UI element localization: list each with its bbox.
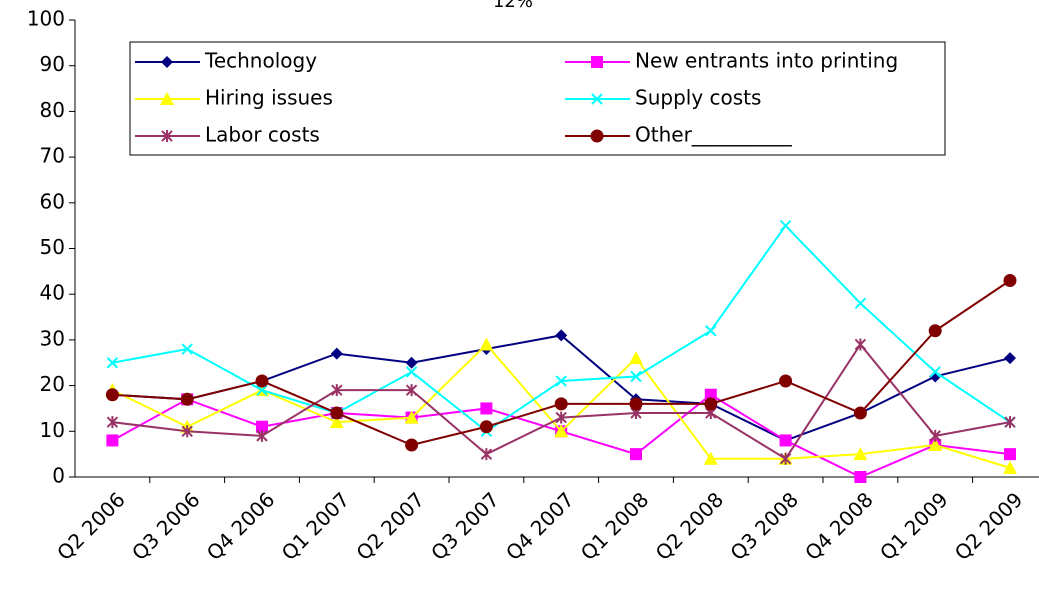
y-tick-label: 50 (40, 235, 65, 259)
x-tick-label: Q3 2006 (127, 487, 205, 565)
marker (161, 130, 173, 142)
legend-label: Supply costs (635, 86, 761, 110)
marker (555, 411, 567, 424)
marker (1004, 448, 1016, 461)
marker (779, 219, 792, 232)
y-tick-label: 70 (40, 144, 65, 168)
marker (256, 384, 268, 396)
marker (629, 351, 643, 365)
legend-label: Other__________ (635, 123, 793, 147)
legend-label: Technology (204, 49, 317, 73)
chart-title: 12% (493, 0, 533, 12)
legend-label: Hiring issues (205, 86, 333, 110)
marker (404, 410, 419, 424)
marker (590, 129, 604, 143)
marker (405, 366, 418, 378)
x-tick-label: Q2 2009 (950, 487, 1028, 565)
x-tick-label: Q2 2008 (651, 487, 729, 565)
marker (929, 366, 941, 378)
y-tick-label: 90 (40, 52, 65, 76)
marker (853, 447, 868, 461)
marker (928, 324, 942, 338)
x-tick-label: Q4 2008 (800, 487, 878, 565)
y-tick-label: 60 (40, 189, 65, 213)
marker (105, 388, 119, 402)
marker (480, 402, 493, 415)
marker (853, 406, 867, 420)
marker (161, 56, 173, 68)
x-tick-label: Q3 2007 (426, 487, 504, 565)
marker (106, 434, 119, 447)
marker (854, 297, 867, 310)
x-tick-label: Q3 2008 (725, 487, 803, 565)
marker (405, 438, 419, 452)
marker (630, 370, 642, 383)
y-tick-label: 80 (40, 98, 65, 122)
marker (256, 429, 268, 442)
marker (554, 397, 568, 411)
marker (854, 338, 867, 351)
marker (928, 438, 943, 452)
y-tick-label: 0 (52, 464, 65, 488)
marker (330, 347, 343, 360)
x-tick-label: Q4 2006 (202, 487, 280, 565)
marker (705, 325, 717, 337)
marker (854, 471, 867, 483)
y-tick-label: 20 (40, 372, 65, 396)
marker (555, 375, 567, 387)
marker (405, 384, 418, 397)
marker (703, 451, 718, 465)
marker (181, 343, 193, 355)
legend-label: New entrants into printing (635, 49, 898, 73)
marker (1003, 273, 1017, 287)
marker (106, 357, 119, 369)
marker (779, 452, 792, 465)
marker (479, 337, 494, 351)
marker (555, 329, 568, 342)
marker (181, 425, 193, 438)
marker (704, 397, 718, 411)
marker (1003, 460, 1017, 474)
x-tick-label: Q4 2007 (501, 487, 579, 565)
y-tick-label: 40 (40, 281, 65, 305)
y-tick-label: 100 (27, 7, 65, 31)
marker (704, 388, 717, 401)
marker (591, 93, 603, 105)
x-tick-label: Q2 2007 (351, 487, 429, 565)
marker (330, 406, 344, 420)
x-tick-label: Q1 2009 (875, 487, 953, 565)
marker (405, 356, 418, 369)
marker (630, 448, 642, 461)
marker (180, 392, 194, 406)
marker (479, 420, 493, 434)
marker (629, 397, 643, 411)
marker (1004, 352, 1016, 365)
marker (554, 424, 569, 438)
x-tick-label: Q2 2006 (52, 487, 130, 565)
marker (779, 374, 793, 388)
marker (779, 434, 792, 447)
marker (591, 56, 603, 68)
y-tick-label: 10 (40, 418, 65, 442)
x-tick-label: Q1 2007 (277, 487, 355, 565)
x-tick-label: Q1 2008 (576, 487, 654, 565)
marker (106, 416, 119, 429)
marker (256, 420, 268, 433)
marker (480, 448, 493, 461)
legend-label: Labor costs (205, 123, 320, 147)
marker (331, 384, 343, 397)
marker (329, 415, 344, 429)
legend-box (129, 41, 946, 156)
marker (160, 92, 174, 105)
y-tick-label: 30 (40, 326, 65, 350)
marker (255, 374, 269, 388)
marker (929, 429, 941, 442)
marker (1004, 416, 1016, 429)
